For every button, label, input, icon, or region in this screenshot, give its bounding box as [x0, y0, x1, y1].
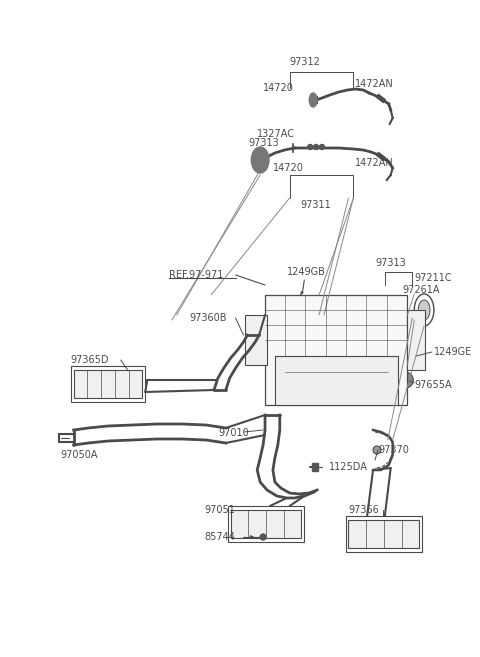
Text: 1249GE: 1249GE: [434, 347, 472, 357]
Bar: [348, 520, 419, 548]
Text: 1125DA: 1125DA: [329, 462, 368, 472]
Circle shape: [373, 446, 381, 454]
Text: 97051: 97051: [204, 505, 235, 515]
Bar: [346, 516, 422, 552]
Circle shape: [308, 145, 312, 150]
Text: 97050A: 97050A: [61, 450, 98, 460]
Text: 1249GB: 1249GB: [287, 267, 325, 277]
Text: REF.97-971: REF.97-971: [169, 270, 223, 280]
Ellipse shape: [309, 93, 317, 107]
Text: 97655A: 97655A: [414, 380, 452, 390]
Text: 14720: 14720: [273, 163, 304, 173]
Text: 1327AC: 1327AC: [257, 129, 295, 139]
Circle shape: [313, 145, 319, 150]
Text: 97360B: 97360B: [190, 313, 227, 323]
Circle shape: [260, 534, 266, 540]
Text: 97366: 97366: [348, 505, 379, 515]
Bar: [275, 355, 397, 405]
Bar: [73, 370, 143, 398]
Circle shape: [397, 372, 413, 388]
Ellipse shape: [252, 147, 269, 173]
Bar: [71, 366, 145, 402]
Text: 97370: 97370: [378, 445, 409, 455]
Text: 97313: 97313: [248, 138, 279, 148]
Ellipse shape: [418, 300, 430, 320]
Text: 85744: 85744: [204, 532, 235, 542]
Text: 97261A: 97261A: [403, 285, 440, 295]
Text: 97211C: 97211C: [414, 273, 452, 283]
Bar: [408, 310, 425, 370]
FancyBboxPatch shape: [265, 295, 408, 405]
Text: 97311: 97311: [300, 200, 331, 210]
Text: 97312: 97312: [289, 57, 320, 67]
Bar: [228, 506, 304, 542]
Text: 97365D: 97365D: [71, 355, 109, 365]
Bar: [312, 463, 318, 471]
Bar: [231, 510, 301, 538]
Bar: [245, 315, 267, 365]
Circle shape: [320, 145, 324, 150]
Text: 1472AN: 1472AN: [355, 158, 394, 168]
Text: 14720: 14720: [263, 83, 294, 93]
Text: 97313: 97313: [375, 258, 406, 268]
Text: 1472AN: 1472AN: [355, 79, 394, 89]
Text: 97010: 97010: [218, 428, 249, 438]
Ellipse shape: [401, 348, 411, 363]
